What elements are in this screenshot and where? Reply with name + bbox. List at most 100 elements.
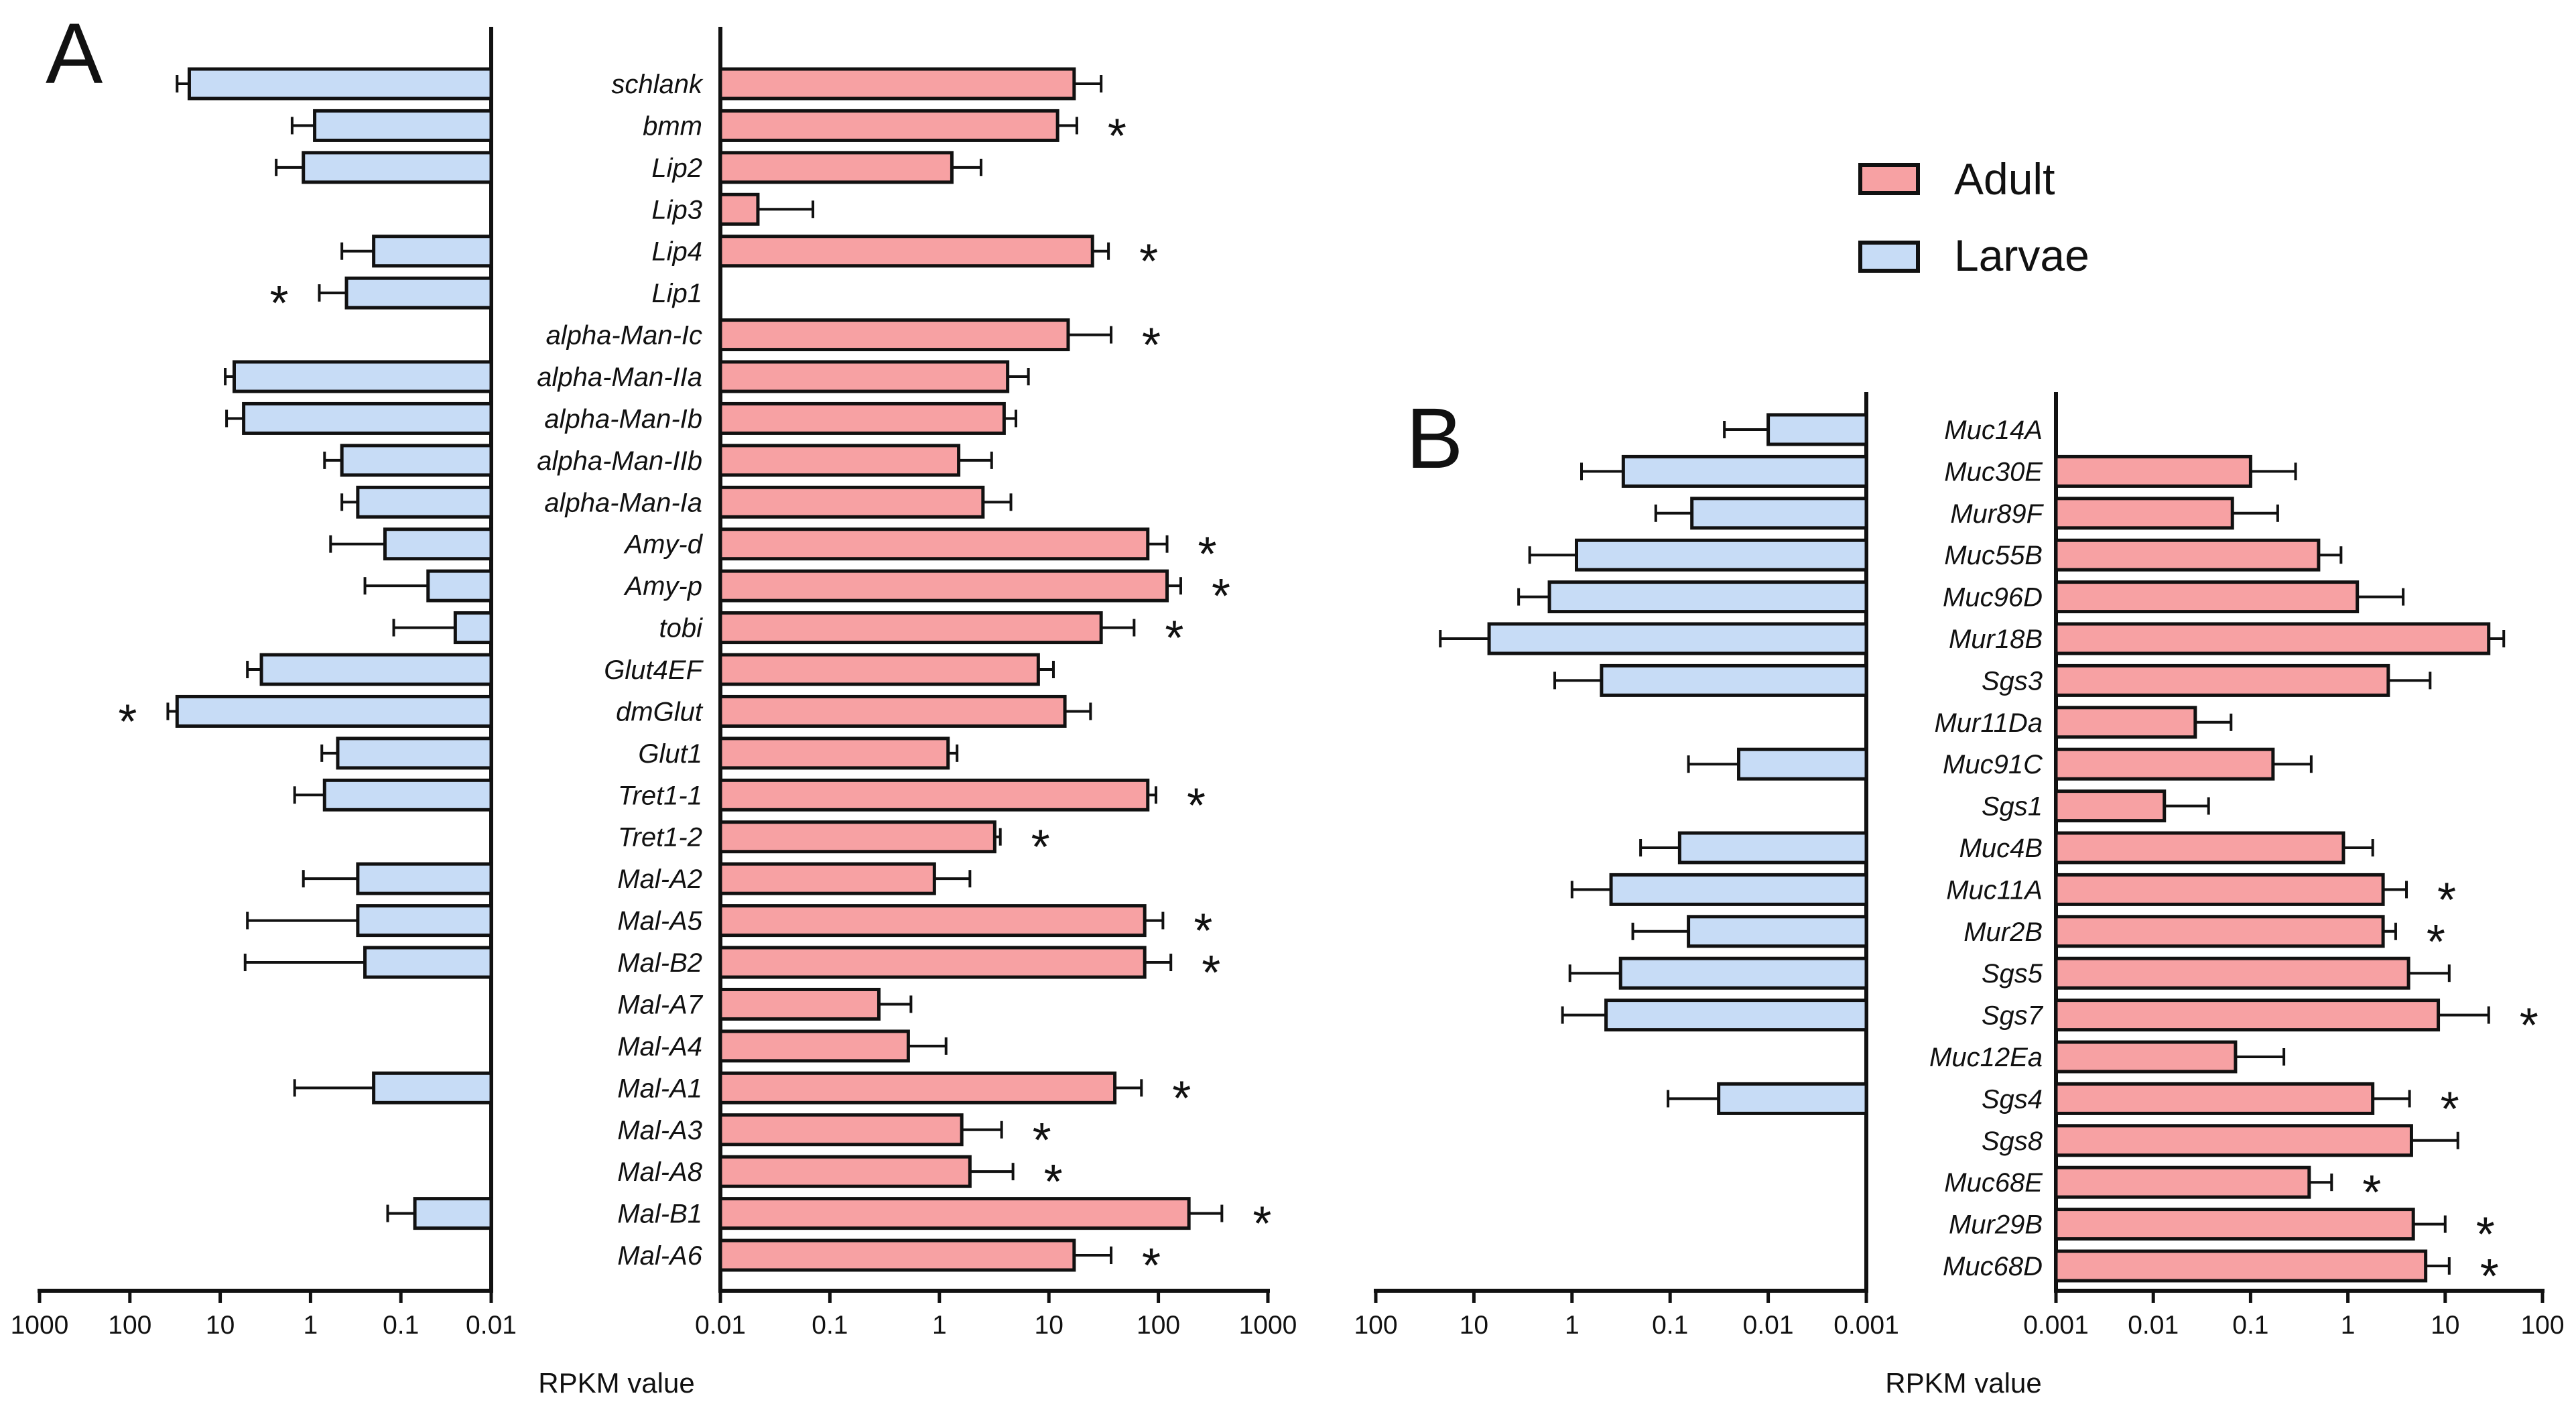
larvae-significance-star: *: [269, 277, 288, 330]
larvae-bar-mal-a2: [356, 862, 493, 895]
adult-bar-mur29b: [2054, 1208, 2415, 1241]
legend-swatch-adult: [1858, 163, 1920, 195]
adult-tick-label: 100: [1137, 1311, 1180, 1340]
adult-significance-star: *: [2427, 915, 2445, 969]
adult-significance-star: *: [1108, 109, 1126, 163]
adult-significance-star: *: [1031, 821, 1050, 875]
adult-bar-alpha-man-ic: [718, 318, 1070, 352]
larvae-tick-label: 0.01: [1743, 1311, 1794, 1340]
category-label-sgs5: Sgs5: [1982, 959, 2043, 988]
larvae-bar-mal-a5: [356, 904, 493, 938]
adult-bar-glut1: [718, 737, 950, 770]
larvae-tick-label: 0.1: [383, 1311, 419, 1340]
category-label-amy-d: Amy-d: [623, 530, 703, 560]
adult-bar-alpha-man-iia: [718, 360, 1010, 393]
adult-tick-label: 0.1: [812, 1311, 848, 1340]
larvae-bar-bmm: [313, 109, 493, 142]
adult-bar-mal-a5: [718, 904, 1147, 938]
category-label-alpha-man-ic: alpha-Man-Ic: [546, 321, 702, 350]
larvae-bar-lip2: [302, 151, 493, 184]
adult-tick-label: 10: [1035, 1311, 1064, 1340]
category-label-lip4: Lip4: [651, 237, 702, 267]
adult-bar-sgs8: [2054, 1124, 2413, 1157]
legend-swatch-larvae: [1858, 241, 1920, 273]
larvae-bar-mal-b1: [413, 1197, 493, 1230]
adult-tick-label: 0.001: [2023, 1311, 2089, 1340]
adult-bar-alpha-man-iib: [718, 444, 961, 477]
category-label-mal-b2: Mal-B2: [617, 948, 702, 978]
category-label-dmglut: dmGlut: [616, 697, 704, 726]
adult-bar-dmglut: [718, 694, 1067, 728]
adult-bar-sgs5: [2054, 956, 2410, 990]
adult-bar-muc4b: [2054, 831, 2345, 865]
category-label-muc14a: Muc14A: [1944, 416, 2043, 445]
category-label-schlank: schlank: [611, 70, 704, 99]
category-label-tobi: tobi: [659, 614, 704, 643]
adult-significance-star: *: [2441, 1082, 2459, 1136]
adult-bar-muc68d: [2054, 1249, 2428, 1283]
adult-bar-tret1-2: [718, 820, 996, 854]
larvae-bar-amy-p: [426, 569, 493, 602]
larvae-bar-tobi: [453, 611, 493, 645]
adult-bar-mur89f: [2054, 497, 2234, 530]
larvae-bar-muc91c: [1737, 747, 1868, 781]
larvae-tick-label: 100: [108, 1311, 151, 1340]
panel-b: B 100 10 1 0.1 0.01 0.001 0.001 0.01 0.1 1 10 100 RPK…: [1354, 391, 2564, 1399]
category-label-mur89f: Mur89F: [1950, 499, 2044, 529]
adult-bar-lip3: [718, 192, 760, 226]
category-label-alpha-man-iia: alpha-Man-IIa: [537, 363, 702, 392]
larvae-bar-mal-b2: [363, 946, 493, 979]
larvae-bar-amy-d: [383, 527, 493, 561]
adult-significance-star: *: [1139, 235, 1158, 289]
larvae-tick-label: 10: [206, 1311, 235, 1340]
larvae-bar-lip1: [344, 276, 493, 310]
category-label-glut1: Glut1: [638, 739, 702, 769]
category-label-muc4b: Muc4B: [1959, 834, 2043, 863]
adult-bar-amy-p: [718, 569, 1169, 602]
larvae-bar-alpha-man-iia: [232, 360, 493, 393]
larvae-bar-muc4b: [1677, 831, 1868, 865]
larvae-significance-star: *: [118, 695, 137, 749]
larvae-bar-muc96d: [1547, 580, 1868, 614]
category-label-alpha-man-ia: alpha-Man-Ia: [544, 488, 702, 517]
x-axis-label: RPKM value: [1885, 1367, 2041, 1399]
larvae-bar-muc14a: [1766, 413, 1868, 446]
adult-bar-mal-b2: [718, 946, 1147, 979]
adult-bar-lip2: [718, 151, 954, 184]
adult-bar-muc96d: [2054, 580, 2360, 614]
larvae-bar-mur18b: [1487, 622, 1868, 655]
larvae-tick-label: 0.001: [1833, 1311, 1899, 1340]
panel-label: A: [46, 6, 103, 102]
category-label-mal-a8: Mal-A8: [617, 1157, 702, 1187]
category-label-mal-b1: Mal-B1: [617, 1200, 702, 1229]
adult-tick-label: 100: [2520, 1311, 2564, 1340]
category-label-muc68e: Muc68E: [1944, 1168, 2043, 1198]
adult-bar-mal-b1: [718, 1197, 1191, 1230]
category-label-muc68d: Muc68D: [1943, 1252, 2043, 1281]
adult-significance-star: *: [2476, 1208, 2495, 1262]
category-label-mur2b: Mur2B: [1963, 917, 2043, 947]
adult-bar-tobi: [718, 611, 1103, 645]
category-label-tret1-1: Tret1-1: [618, 781, 702, 810]
larvae-bar-mal-a1: [372, 1071, 493, 1104]
category-label-lip2: Lip2: [651, 153, 702, 183]
category-label-bmm: bmm: [643, 111, 702, 141]
adult-significance-star: *: [1212, 570, 1230, 623]
adult-bar-mal-a7: [718, 987, 881, 1021]
adult-significance-star: *: [1142, 319, 1161, 373]
larvae-bar-sgs4: [1717, 1082, 1868, 1115]
category-label-muc91c: Muc91C: [1943, 750, 2043, 779]
adult-bar-muc55b: [2054, 538, 2321, 572]
category-label-mur18b: Mur18B: [1949, 625, 2043, 654]
larvae-bar-glut4ef: [259, 653, 493, 686]
legend: Adult Larvae: [1858, 154, 2089, 280]
adult-bar-mal-a1: [718, 1071, 1117, 1104]
adult-bar-muc12ea: [2054, 1040, 2238, 1074]
category-label-mal-a7: Mal-A7: [617, 990, 703, 1019]
adult-bar-sgs4: [2054, 1082, 2375, 1115]
category-label-muc96d: Muc96D: [1943, 583, 2043, 613]
adult-significance-star: *: [1172, 1072, 1191, 1125]
larvae-tick-label: 100: [1354, 1311, 1397, 1340]
larvae-bar-muc30e: [1621, 454, 1868, 488]
adult-bar-tret1-1: [718, 778, 1150, 812]
